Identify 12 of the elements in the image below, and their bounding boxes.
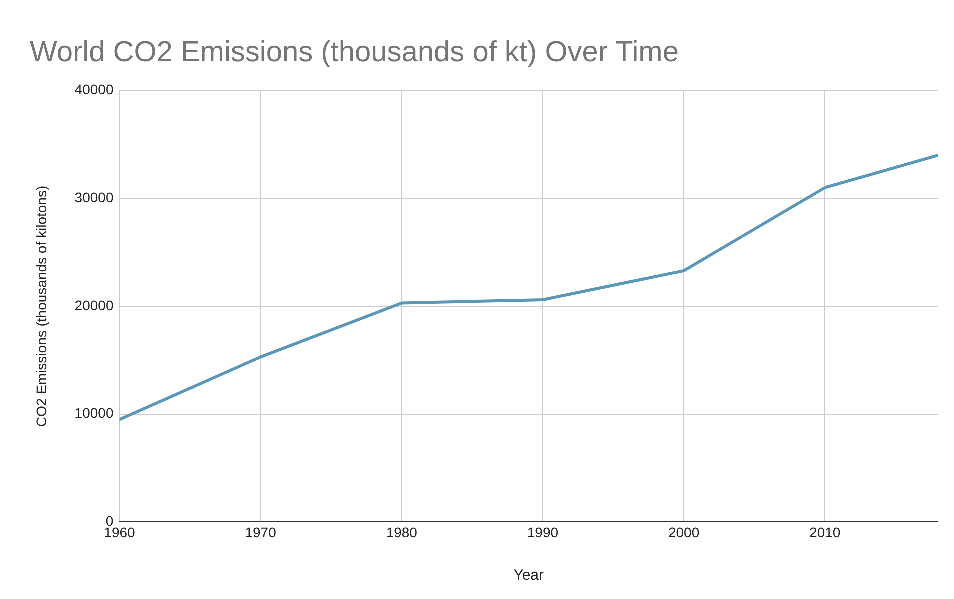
y-tick-label: 20000 [74, 297, 114, 314]
x-axis-title: Year [514, 567, 544, 584]
y-tick-label: 30000 [74, 190, 114, 206]
x-tick-label: 1980 [386, 524, 418, 540]
x-tick-label: 1990 [527, 524, 559, 540]
y-axis-title: CO2 Emissions (thousands of kilotons) [33, 186, 50, 428]
y-tick-label: 40000 [74, 82, 114, 98]
y-tick-label: 10000 [74, 405, 114, 422]
chart-title: World CO2 Emissions (thousands of kt) Over Time [30, 36, 679, 68]
x-tick-label: 2010 [810, 524, 841, 540]
x-tick-label: 1970 [245, 524, 277, 540]
x-tick-label: 2000 [668, 524, 700, 540]
